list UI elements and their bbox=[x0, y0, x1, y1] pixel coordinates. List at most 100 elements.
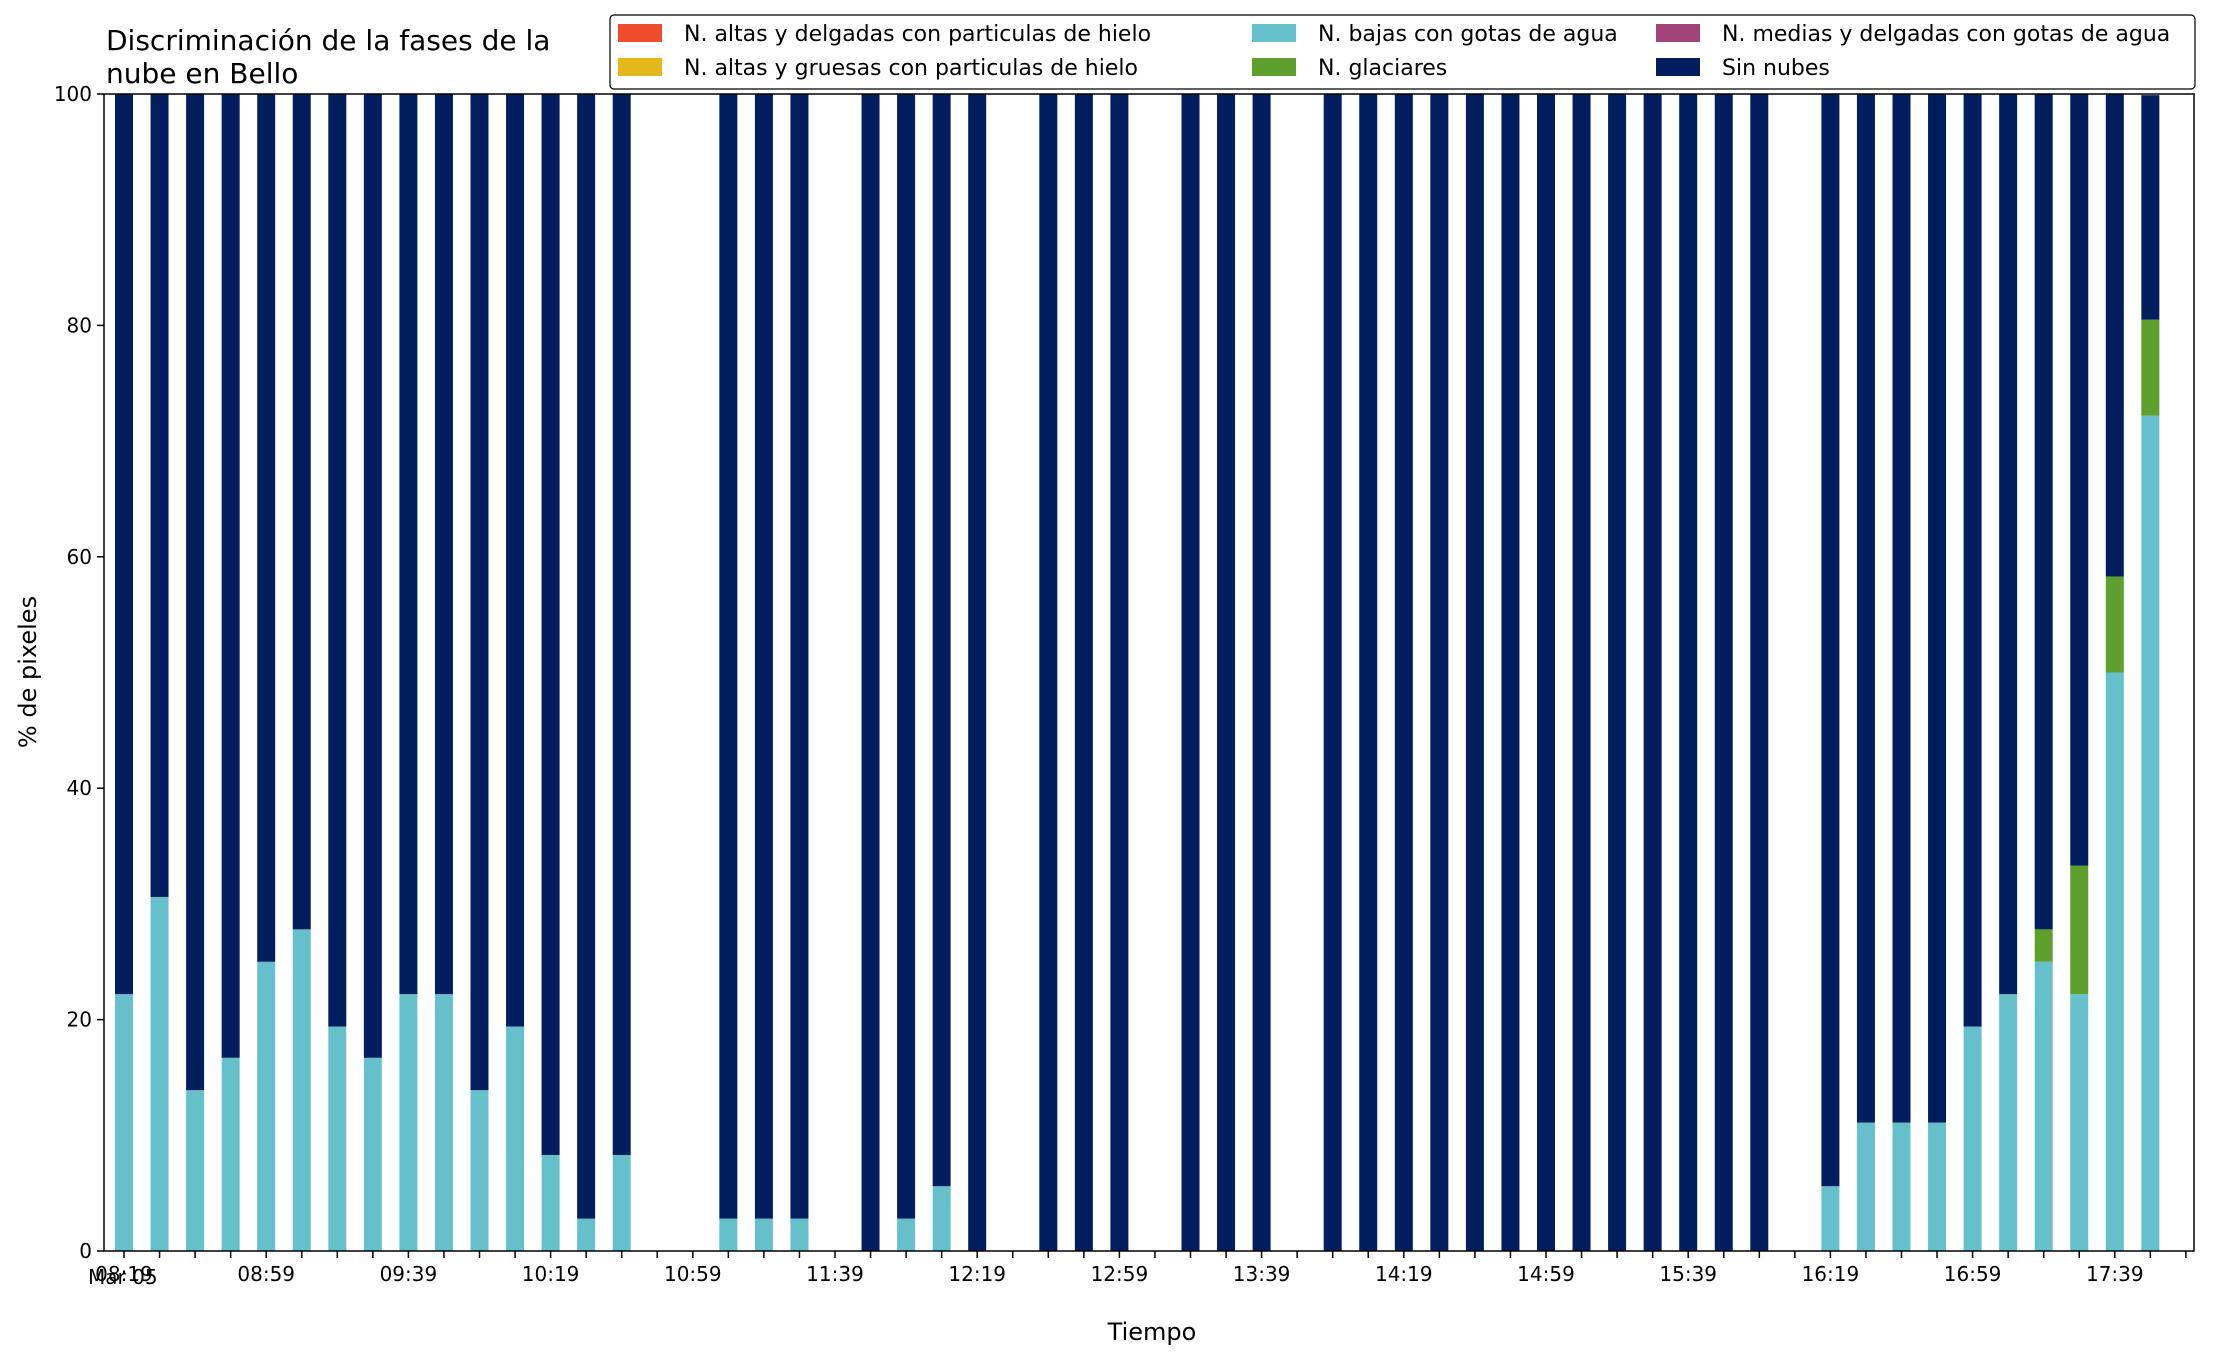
x-tick-label: 13:39 bbox=[1233, 1262, 1291, 1286]
bar-segment-1709-s5 bbox=[1999, 94, 2018, 995]
bar-segment-0959-s2 bbox=[470, 1090, 489, 1251]
bar-segment-1519-s5 bbox=[1608, 94, 1627, 1251]
x-tick-label: 08:19 bbox=[95, 1262, 153, 1286]
bar-segment-1109-s2 bbox=[719, 1218, 738, 1251]
bar-segment-1359-s5 bbox=[1323, 94, 1342, 1251]
bar-segment-0849-s5 bbox=[221, 94, 240, 1058]
x-tick-label: 09:39 bbox=[380, 1262, 438, 1286]
legend: N. altas y delgadas con particulas de hi… bbox=[609, 14, 2196, 90]
y-tick-label: 40 bbox=[67, 776, 92, 800]
bar-segment-1029-s5 bbox=[577, 94, 596, 1219]
bar-segment-1019-s5 bbox=[541, 94, 560, 1155]
y-axis-label: % de pixeles bbox=[14, 596, 42, 748]
bar-segment-1449-s5 bbox=[1501, 94, 1520, 1251]
bar-segment-0819-s5 bbox=[115, 94, 133, 995]
x-tick-label: 14:19 bbox=[1375, 1262, 1433, 1286]
legend-swatch bbox=[618, 24, 662, 42]
bar-segment-1459-s5 bbox=[1537, 94, 1555, 1251]
legend-swatch bbox=[1656, 58, 1700, 76]
bar-segment-0949-s5 bbox=[434, 94, 453, 995]
x-tick-label: 12:59 bbox=[1091, 1262, 1149, 1286]
y-tick-label: 0 bbox=[79, 1239, 92, 1263]
legend-label: Sin nubes bbox=[1722, 56, 1830, 81]
bar-segment-1019-s2 bbox=[541, 1154, 560, 1251]
legend-swatch bbox=[1252, 24, 1296, 42]
bar-segment-1329-s5 bbox=[1217, 94, 1236, 1251]
chart-title-line-2: nube en Bello bbox=[106, 57, 298, 90]
bar-segment-0859-s2 bbox=[257, 961, 276, 1251]
bar-segment-1539-s5 bbox=[1679, 94, 1698, 1251]
bar-segment-1559-s5 bbox=[1750, 94, 1769, 1251]
x-axis: 08:19 08:59 09:39 10:19 10:59 11:39 12:19 12:59… bbox=[95, 1251, 2187, 1286]
legend-label: N. glaciares bbox=[1318, 56, 1447, 81]
bar-segment-0839-s5 bbox=[186, 94, 205, 1091]
bar-segment-1719-s5 bbox=[2034, 94, 2053, 930]
bar-segment-1219-s5 bbox=[968, 94, 987, 1251]
x-tick-label: 12:19 bbox=[948, 1262, 1006, 1286]
bar-segment-1729-s5 bbox=[2070, 94, 2089, 866]
bar-segment-1159-s5 bbox=[897, 94, 916, 1219]
bar-segment-0829-s2 bbox=[150, 896, 169, 1251]
x-tick-label: 16:59 bbox=[1944, 1262, 2002, 1286]
bar-segment-0859-s5 bbox=[257, 94, 276, 962]
x-date-label: Mar 05 bbox=[88, 1265, 158, 1289]
bar-segment-0829-s5 bbox=[150, 94, 169, 897]
legend-label: N. bajas con gotas de agua bbox=[1318, 22, 1618, 47]
bar-segment-1719-s2 bbox=[2034, 961, 2053, 1251]
bar-segment-1659-s2 bbox=[1963, 1026, 1982, 1251]
bar-segment-1319-s5 bbox=[1181, 94, 1200, 1251]
bar-segment-0909-s5 bbox=[292, 94, 311, 930]
bar-segment-1239-s5 bbox=[1039, 94, 1058, 1251]
bar-segment-1659-s5 bbox=[1963, 94, 1982, 1027]
bar-segment-1739-s3 bbox=[2105, 576, 2124, 673]
y-axis: 0 20 40 60 80 100 bbox=[54, 82, 104, 1263]
x-tick-label: 17:39 bbox=[2086, 1262, 2144, 1286]
bar-segment-0939-s2 bbox=[399, 994, 418, 1251]
x-tick-label: 11:39 bbox=[806, 1262, 864, 1286]
bar-segment-1039-s2 bbox=[612, 1154, 631, 1251]
bar-segment-1209-s5 bbox=[932, 94, 951, 1187]
bar-segment-1639-s2 bbox=[1892, 1122, 1911, 1251]
bar-segment-1129-s5 bbox=[790, 94, 809, 1219]
bar-segment-1739-s2 bbox=[2105, 672, 2124, 1251]
bar-segment-1009-s2 bbox=[506, 1026, 525, 1251]
x-tick-label: 08:59 bbox=[237, 1262, 295, 1286]
bar-segment-1249-s5 bbox=[1074, 94, 1093, 1251]
bar-segment-1619-s2 bbox=[1821, 1186, 1840, 1251]
plot-frame bbox=[103, 93, 2195, 1252]
bar-segment-1749-s3 bbox=[2141, 319, 2160, 416]
x-axis-label: Tiempo bbox=[1107, 1318, 1197, 1346]
bar-segment-1729-s2 bbox=[2070, 994, 2089, 1251]
bar-segment-1429-s5 bbox=[1430, 94, 1449, 1251]
x-tick-label: 14:59 bbox=[1517, 1262, 1575, 1286]
bar-segment-0929-s5 bbox=[363, 94, 382, 1058]
bar-segment-0919-s5 bbox=[328, 94, 347, 1027]
x-tick-label: 15:39 bbox=[1659, 1262, 1717, 1286]
legend-swatch bbox=[1252, 58, 1296, 76]
bars-layer bbox=[115, 94, 2160, 1251]
bar-segment-1749-s2 bbox=[2141, 415, 2160, 1251]
y-tick-label: 80 bbox=[67, 313, 92, 337]
bar-segment-1119-s2 bbox=[754, 1218, 773, 1251]
chart-title-line-1: Discriminación de la fases de la bbox=[106, 24, 550, 57]
bar-segment-0959-s5 bbox=[470, 94, 489, 1091]
bar-segment-1719-s3 bbox=[2034, 929, 2053, 962]
bar-segment-1339-s5 bbox=[1252, 94, 1271, 1251]
bar-segment-1149-s5 bbox=[861, 94, 880, 1251]
bar-segment-1039-s5 bbox=[612, 94, 631, 1155]
legend-swatch bbox=[1656, 24, 1700, 42]
bar-segment-1629-s2 bbox=[1856, 1122, 1875, 1251]
bar-segment-1709-s2 bbox=[1999, 994, 2018, 1251]
bar-segment-1439-s5 bbox=[1465, 94, 1484, 1251]
bar-segment-1649-s5 bbox=[1928, 94, 1947, 1123]
bar-segment-1649-s2 bbox=[1928, 1122, 1947, 1251]
legend-swatch bbox=[618, 58, 662, 76]
legend-label: N. medias y delgadas con gotas de agua bbox=[1722, 22, 2170, 47]
bar-segment-1509-s5 bbox=[1572, 94, 1591, 1251]
x-tick-label: 10:59 bbox=[664, 1262, 722, 1286]
bar-segment-0909-s2 bbox=[292, 929, 311, 1251]
bar-segment-1639-s5 bbox=[1892, 94, 1911, 1123]
bar-segment-1009-s5 bbox=[506, 94, 525, 1027]
y-tick-label: 100 bbox=[54, 82, 92, 106]
